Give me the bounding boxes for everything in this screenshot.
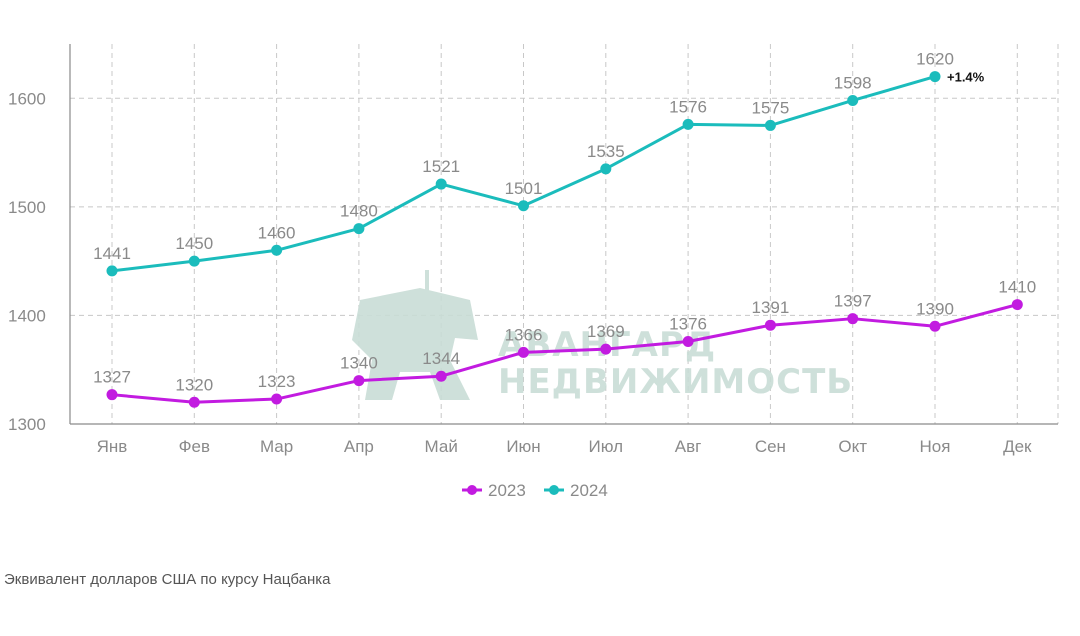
x-tick-label: Ноя — [920, 437, 951, 456]
chart-svg: АВАНГАРД НЕДВИЖИМОСТЬ 1300 1400 1500 1600 Ян… — [8, 44, 1059, 500]
y-tick-label: 1500 — [8, 198, 46, 217]
data-label-2024: 1521 — [422, 157, 460, 176]
data-point-2024 — [353, 223, 365, 235]
data-label-2023: 1366 — [505, 325, 543, 344]
data-point-2024 — [600, 163, 612, 175]
data-label-2023: 1397 — [834, 292, 872, 311]
watermark-knight-icon — [352, 270, 478, 400]
y-tick-label: 1300 — [8, 415, 46, 434]
watermark: АВАНГАРД НЕДВИЖИМОСТЬ — [352, 270, 853, 402]
legend-marker-2024 — [549, 485, 559, 495]
watermark-line2: НЕДВИЖИМОСТЬ — [498, 362, 853, 402]
x-tick-label: Окт — [838, 437, 867, 456]
data-point-2023 — [353, 375, 365, 387]
data-label-2023: 1410 — [998, 278, 1036, 297]
data-label-2023: 1391 — [751, 298, 789, 317]
data-label-2023: 1376 — [669, 314, 707, 333]
data-point-2024 — [435, 178, 447, 190]
data-label-2024: 1575 — [751, 98, 789, 117]
x-tick-label: Сен — [755, 437, 786, 456]
series-layer: 1327 1320 1323 1340 1344 1366 1369 1376 1391 1397… — [93, 50, 1036, 408]
x-tick-label: Апр — [344, 437, 374, 456]
x-tick-label: Мар — [260, 437, 293, 456]
data-point-2024 — [847, 94, 859, 106]
x-tick-label: Дек — [1003, 437, 1032, 456]
data-point-2023 — [435, 370, 447, 382]
x-tick-label: Янв — [97, 437, 128, 456]
data-point-2023 — [600, 343, 612, 355]
data-label-2024: 1441 — [93, 244, 131, 263]
data-label-2024: 1576 — [669, 97, 707, 116]
data-point-2024 — [929, 71, 941, 83]
data-point-2023 — [847, 313, 859, 325]
annotation-label: +1.4% — [947, 70, 985, 85]
legend-label-2024: 2024 — [570, 481, 608, 500]
series-line-2023 — [111, 303, 1018, 404]
x-tick-label: Июн — [506, 437, 540, 456]
data-point-2023 — [106, 389, 118, 401]
data-point-2024 — [106, 265, 118, 277]
legend-marker-2023 — [467, 485, 477, 495]
footnote: Эквивалент долларов США по курсу Нацбанк… — [4, 571, 331, 588]
data-point-2024 — [271, 244, 283, 256]
legend-label-2023: 2023 — [488, 481, 526, 500]
data-point-2024 — [764, 119, 776, 131]
data-point-2023 — [929, 320, 941, 332]
data-label-2023: 1340 — [340, 354, 378, 373]
data-label-2023: 1320 — [175, 375, 213, 394]
data-point-2024 — [682, 118, 694, 130]
x-tick-label: Авг — [675, 437, 702, 456]
data-label-2024: 1480 — [340, 202, 378, 221]
data-label-2024: 1598 — [834, 73, 872, 92]
data-label-2023: 1323 — [258, 372, 296, 391]
data-label-2024: 1501 — [505, 179, 543, 198]
axes: 1300 1400 1500 1600 Янв Фев Мар Апр Май Июн Июл Авг… — [8, 44, 1058, 456]
data-label-2023: 1390 — [916, 299, 954, 318]
data-label-2024: 1460 — [258, 223, 296, 242]
y-tick-label: 1600 — [8, 89, 46, 108]
data-label-2023: 1369 — [587, 322, 625, 341]
x-tick-label: Июл — [589, 437, 624, 456]
data-point-2023 — [1011, 299, 1023, 311]
x-tick-label: Фев — [179, 437, 210, 456]
data-point-2023 — [518, 346, 529, 358]
x-tick-label: Май — [425, 437, 458, 456]
data-label-2024: 1620 — [916, 50, 954, 69]
data-point-2023 — [682, 335, 694, 347]
legend: 2023 2024 — [462, 481, 608, 500]
data-point-2023 — [764, 319, 776, 331]
data-point-2023 — [271, 393, 283, 405]
data-label-2023: 1327 — [93, 368, 131, 387]
data-label-2024: 1535 — [587, 142, 625, 161]
data-point-2024 — [518, 200, 529, 212]
data-point-2023 — [188, 396, 200, 408]
data-label-2023: 1344 — [422, 349, 460, 368]
data-point-2024 — [188, 255, 200, 267]
data-label-2024: 1450 — [175, 234, 213, 253]
y-tick-label: 1400 — [8, 306, 46, 325]
